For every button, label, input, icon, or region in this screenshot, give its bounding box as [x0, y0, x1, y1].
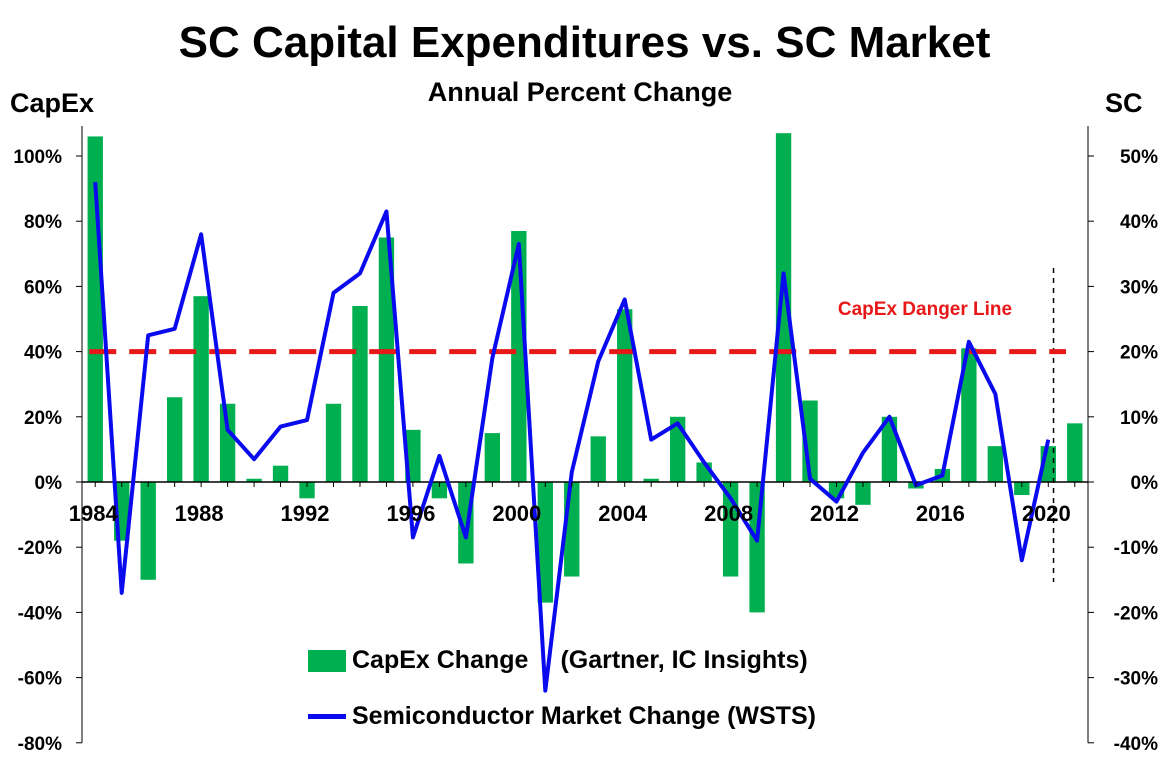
right-axis-tick-label: 50%	[1120, 147, 1158, 168]
x-axis-tick-label: 1988	[175, 501, 224, 526]
left-axis-tick-label: 100%	[13, 147, 62, 168]
right-axis-tick-label: 30%	[1120, 277, 1158, 298]
capex-bar-1987	[166, 397, 183, 482]
right-axis-tick-label: -40%	[1114, 734, 1158, 755]
capex-bar-2014	[881, 416, 898, 482]
legend-bar-entry: CapEx Change (Gartner, IC Insights)	[308, 646, 808, 675]
legend-line-label: Semiconductor Market Change (WSTS)	[352, 702, 816, 730]
x-axis-tick-label: 1984	[69, 501, 119, 526]
capex-bar-1991	[272, 465, 289, 482]
left-axis-tick-label: -40%	[18, 603, 62, 624]
x-axis-tick-label: 2008	[704, 501, 753, 526]
right-axis-title: SC	[1105, 88, 1143, 118]
sc-market-line	[93, 181, 1051, 693]
capex-bar-2003	[590, 436, 606, 482]
capex-bar-1997	[431, 482, 448, 499]
x-axis-tick-label: 2020	[1022, 501, 1071, 526]
capex-bar-2021	[1067, 423, 1083, 482]
capex-bar-1999	[484, 433, 501, 482]
capex-bar-2013	[855, 482, 871, 505]
chart-title: SC Capital Expenditures vs. SC Market	[178, 18, 991, 67]
capex-bar-1990	[246, 478, 262, 482]
legend-line-entry: Semiconductor Market Change (WSTS)	[308, 702, 816, 731]
right-axis-tick-label: 20%	[1120, 343, 1158, 364]
right-axis-tick-label: -10%	[1114, 538, 1158, 559]
right-axis-tick-label: 40%	[1120, 212, 1158, 233]
legend-bar-swatch	[308, 649, 346, 672]
capex-bar-2001	[537, 482, 553, 603]
capex-bar-1989	[219, 403, 236, 482]
x-axis-tick-label: 1996	[386, 501, 435, 526]
legend-bar-label: CapEx Change	[352, 646, 529, 674]
x-axis-tick-label: 2012	[810, 501, 859, 526]
x-axis-tick-label: 2004	[598, 501, 648, 526]
legend-bar-source: (Gartner, IC Insights)	[560, 646, 808, 674]
capex-bar-2018	[987, 446, 1004, 482]
right-axis-tick-label: 10%	[1120, 408, 1158, 429]
right-axis-tick-label: 0%	[1131, 473, 1159, 494]
capex-bar-1993	[325, 403, 342, 482]
capex-bar-1995	[378, 237, 395, 482]
left-axis-tick-label: -80%	[18, 734, 62, 755]
left-axis-title: CapEx	[10, 88, 95, 118]
x-axis-tick-label: 1992	[281, 501, 330, 526]
danger-line-label: CapEx Danger Line	[838, 299, 1012, 320]
chart-subtitle: Annual Percent Change	[427, 77, 733, 107]
capex-bar-2006	[669, 416, 686, 482]
right-axis-tick-label: -30%	[1114, 669, 1158, 690]
capex-bar-2019	[1014, 482, 1030, 496]
left-axis-tick-label: 0%	[35, 473, 63, 494]
legend-line-swatch	[308, 714, 346, 719]
left-axis-tick-label: -20%	[18, 538, 62, 559]
left-axis-tick-label: 20%	[24, 408, 62, 429]
capex-bar-1992	[299, 482, 315, 499]
right-axis-tick-label: -20%	[1114, 603, 1158, 624]
capex-bar-1994	[352, 305, 368, 482]
capex-bar-1986	[140, 482, 156, 580]
x-axis-tick-label: 2016	[916, 501, 965, 526]
capex-bar-1988	[193, 296, 209, 482]
x-axis-tick-label: 2000	[492, 501, 541, 526]
capex-bar-2017	[961, 348, 977, 482]
left-axis-tick-label: 80%	[24, 212, 62, 233]
capex-bar-2010	[775, 133, 792, 482]
capex-bar-2005	[643, 478, 659, 482]
left-axis-tick-label: 60%	[24, 277, 62, 298]
left-axis-tick-label: -60%	[18, 669, 62, 690]
left-axis-tick-label: 40%	[24, 343, 62, 364]
